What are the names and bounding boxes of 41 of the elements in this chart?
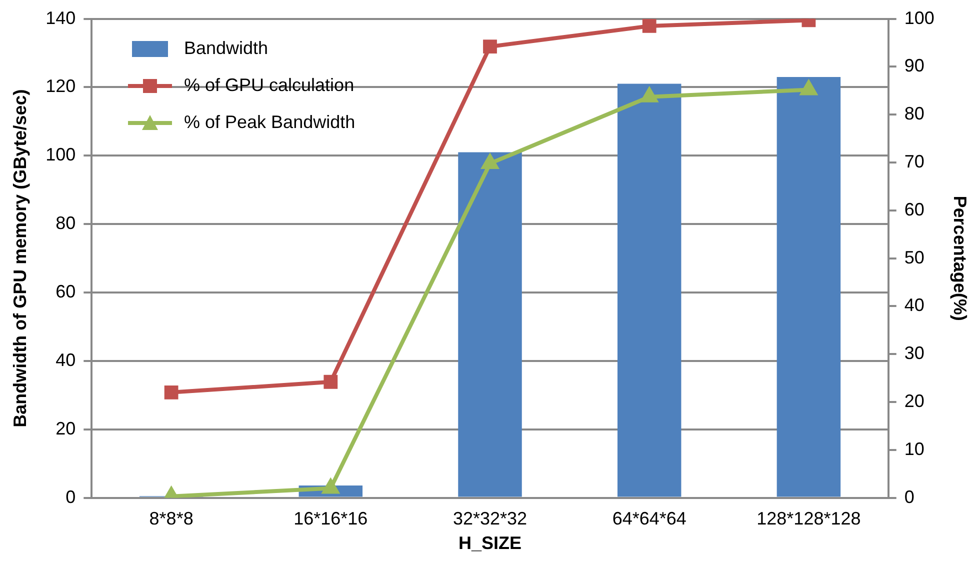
legend-label: % of Peak Bandwidth (184, 112, 356, 133)
y2-axis-title: Percentage(%) (950, 196, 970, 321)
y2-tick-label: 50 (904, 247, 924, 268)
y-tick-label: 100 (46, 144, 76, 165)
legend-label: % of GPU calculation (184, 75, 354, 96)
x-tick-label: 16*16*16 (294, 508, 368, 529)
y-tick-label: 0 (66, 486, 76, 507)
bar (776, 76, 841, 497)
y2-tick-label: 20 (904, 390, 924, 411)
y2-tick-label: 30 (904, 343, 924, 364)
point (164, 385, 178, 400)
point (800, 80, 817, 96)
point (641, 88, 658, 102)
x-tick-label: 32*32*32 (452, 508, 528, 529)
y-tick-label: 20 (56, 418, 76, 438)
point (324, 374, 338, 389)
y-tick-label: 40 (56, 350, 76, 370)
x-tick-label: 128*128*128 (756, 508, 861, 529)
y-tick-label: 120 (46, 76, 76, 96)
point (482, 154, 498, 169)
y-tick-label: 80 (56, 213, 76, 234)
point (322, 479, 339, 494)
y-tick-label: 140 (46, 8, 76, 28)
x-tick-label: 8*8*8 (149, 508, 194, 529)
y2-tick-label: 90 (904, 56, 924, 76)
y-axis-title: Bandwidth of GPU memory (GByte/sec) (10, 89, 30, 428)
point (483, 40, 497, 54)
y2-tick-label: 0 (904, 486, 914, 507)
x-tick-label: 64*64*64 (612, 508, 686, 529)
y-tick-label: 60 (56, 281, 76, 302)
legend-label: Bandwidth (184, 38, 268, 59)
y2-tick-label: 40 (904, 295, 924, 316)
x-axis-title: H_SIZE (458, 533, 522, 554)
y2-tick-label: 100 (904, 8, 934, 28)
y2-tick-label: 10 (904, 438, 924, 459)
y2-tick-label: 60 (904, 199, 924, 220)
bar (458, 152, 522, 497)
y2-tick-label: 70 (904, 151, 924, 172)
bar (617, 84, 682, 497)
y2-tick-label: 80 (904, 104, 924, 124)
point (642, 19, 656, 33)
